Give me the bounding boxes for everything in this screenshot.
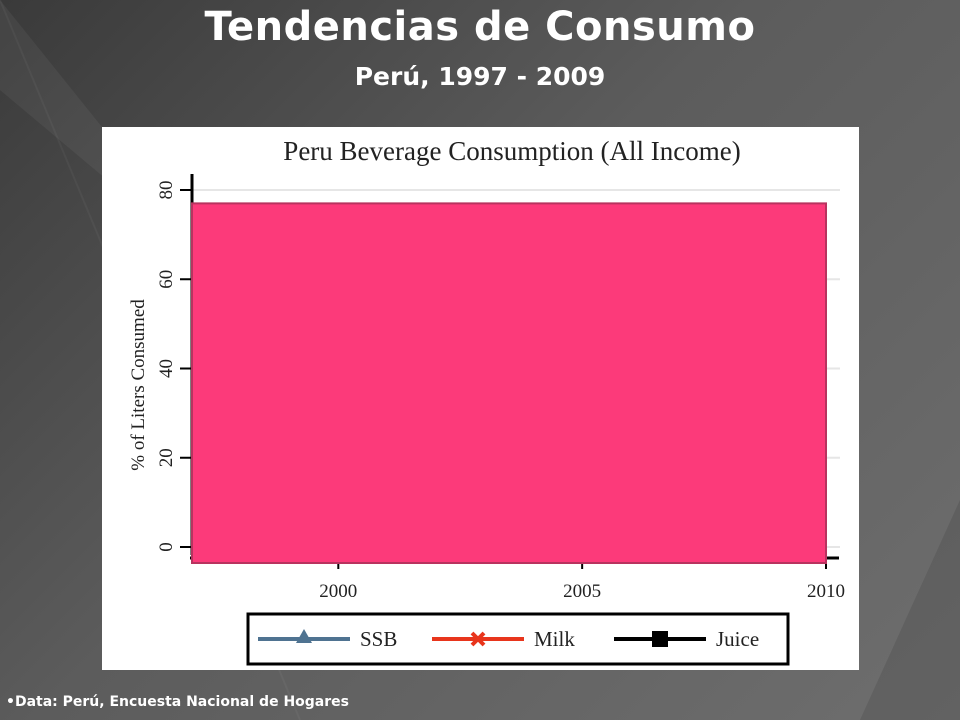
chart-panel: Peru Beverage Consumption (All Income) %… <box>102 127 859 670</box>
y-tick-label-0: 0 <box>156 542 177 552</box>
slide-title: Tendencias de Consumo <box>204 4 756 50</box>
legend-label-juice: Juice <box>716 627 759 651</box>
x-axis: 2000 2005 2010 <box>190 556 845 602</box>
legend-label-ssb: SSB <box>360 627 397 651</box>
legend-marker-square-icon <box>652 631 668 647</box>
y-tick-label-20: 20 <box>156 448 177 467</box>
source-footnote: •Data: Perú, Encuesta Nacional de Hogare… <box>6 694 349 710</box>
x-tick-label-2000: 2000 <box>319 581 357 602</box>
y-tick-label-40: 40 <box>156 359 177 378</box>
y-axis-label: % of Liters Consumed <box>128 299 149 471</box>
beverage-chart: Peru Beverage Consumption (All Income) %… <box>128 136 845 666</box>
y-tick-label-60: 60 <box>156 270 177 289</box>
x-tick-label-2010: 2010 <box>807 581 845 602</box>
legend-marker-x-icon <box>470 631 486 647</box>
y-axis: 0 20 40 60 80 <box>156 174 194 555</box>
slide-subtitle: Perú, 1997 - 2009 <box>354 62 606 91</box>
x-tick-label-2005: 2005 <box>563 581 601 602</box>
covering-block <box>191 202 827 564</box>
legend-label-milk: Milk <box>534 627 575 651</box>
chart-title: Peru Beverage Consumption (All Income) <box>283 136 740 166</box>
legend-marker-triangle-icon <box>296 629 312 643</box>
y-tick-label-80: 80 <box>156 181 177 200</box>
legend: SSB Milk Juice <box>246 612 790 666</box>
